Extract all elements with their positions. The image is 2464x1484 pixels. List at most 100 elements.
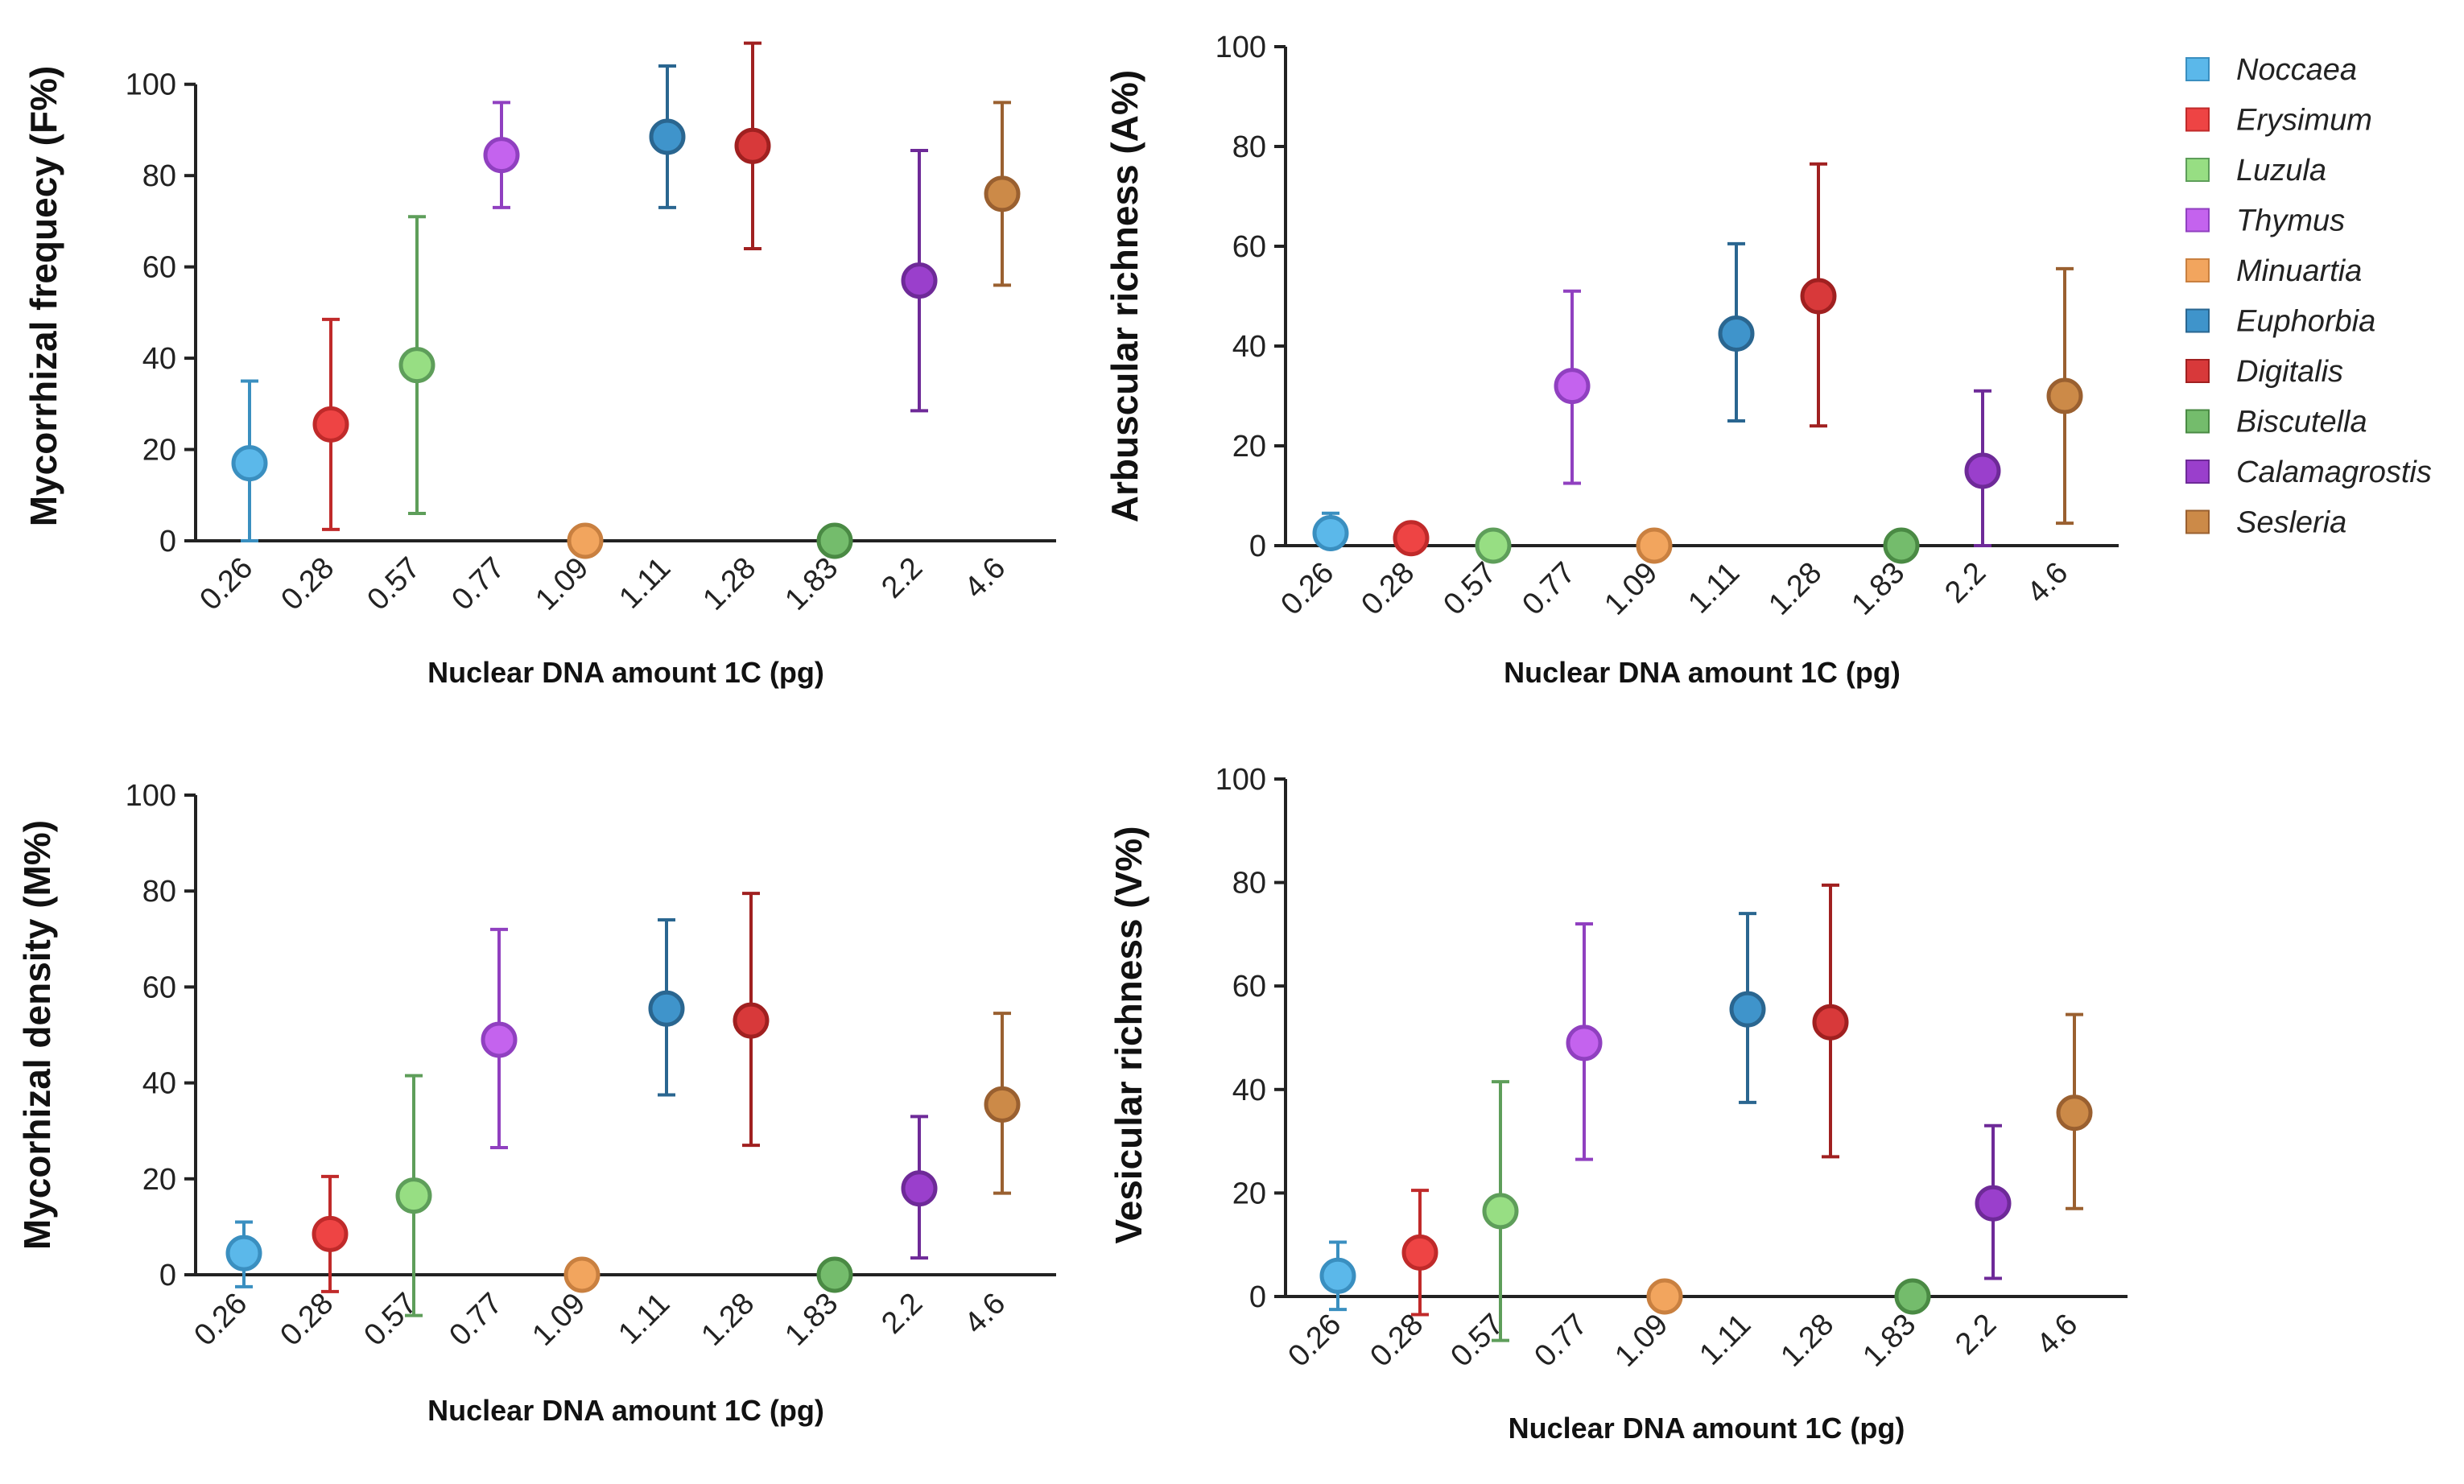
data-point-digitalis	[1800, 278, 1837, 315]
data-point-biscutella	[816, 522, 853, 559]
y-tick-label: 80	[1232, 130, 1266, 164]
legend-swatch	[2185, 258, 2210, 282]
x-tick-label: 4.6	[958, 1287, 1012, 1341]
x-tick-label: 1.09	[1608, 1308, 1674, 1374]
x-tick-label: 1.28	[1762, 556, 1828, 622]
y-tick-label: 60	[1232, 230, 1266, 264]
x-tick-label: 0.28	[274, 1287, 340, 1353]
x-tick-label: 4.6	[2020, 556, 2074, 610]
x-tick-label: 0.77	[443, 1287, 509, 1353]
data-point-minuartia	[567, 522, 604, 559]
y-axis-title: Arbuscular richness (A%)	[1104, 70, 1145, 522]
x-tick-label: 2.2	[1949, 1308, 2003, 1362]
data-point-luzula	[395, 1177, 432, 1214]
data-point-biscutella	[816, 1256, 853, 1293]
y-tick-label: 60	[1232, 970, 1266, 1004]
y-tick-label: 0	[1249, 1280, 1266, 1314]
legend-label: Biscutella	[2236, 406, 2367, 439]
x-tick-label: 1.09	[1598, 556, 1664, 622]
x-tick-label: 0.57	[361, 551, 427, 617]
y-tick-label: 80	[142, 875, 176, 909]
x-tick-label: 0.28	[1355, 556, 1421, 622]
y-tick-label: 0	[1249, 530, 1266, 563]
data-point-sesleria	[984, 175, 1021, 212]
data-point-digitalis	[733, 1002, 770, 1039]
legend-swatch	[2185, 308, 2210, 333]
data-point-noccaea	[225, 1235, 262, 1272]
data-point-euphorbia	[1729, 991, 1766, 1028]
x-tick-label: 1.28	[1774, 1308, 1840, 1374]
y-tick-label: 100	[126, 68, 176, 102]
data-point-calamagrostis	[901, 262, 938, 299]
legend-swatch	[2185, 359, 2210, 383]
legend-swatch	[2185, 107, 2210, 132]
data-point-erysimum	[312, 1215, 349, 1252]
y-tick-label: 20	[142, 434, 176, 468]
legend-label: Thymus	[2236, 204, 2345, 238]
legend-item-noccaea: Noccaea	[2185, 53, 2357, 87]
legend-label: Euphorbia	[2236, 305, 2375, 339]
data-point-erysimum	[1393, 520, 1430, 557]
x-tick-label: 2.2	[875, 551, 929, 605]
data-point-luzula	[1475, 527, 1512, 564]
legend: Noccaea Erysimum Luzula Thymus Minuartia Euph…	[2185, 53, 2432, 540]
x-axis-title: Nuclear DNA amount 1C (pg)	[427, 1394, 824, 1427]
y-axis-title: Mycorhizal density (M%)	[16, 820, 58, 1250]
x-axis-title: Nuclear DNA amount 1C (pg)	[1509, 1412, 1905, 1445]
x-tick-label: 0.26	[1274, 556, 1340, 622]
y-tick-label: 100	[1215, 31, 1266, 64]
x-tick-label: 0.77	[1528, 1308, 1594, 1374]
x-tick-label: 2.2	[1938, 556, 1992, 610]
y-tick-label: 80	[1232, 867, 1266, 901]
chart-panel-top-left: 0 20 40 60 80 100 0.26 0.28 0.57 0.77 1.09 1.11 1.28…	[23, 41, 1056, 689]
legend-item-calamagrostis: Calamagrostis	[2185, 456, 2432, 489]
legend-item-minuartia: Minuartia	[2185, 254, 2362, 288]
y-tick-label: 20	[1232, 1177, 1266, 1210]
data-point-digitalis	[734, 127, 771, 164]
data-point-luzula	[1482, 1193, 1519, 1230]
data-point-calamagrostis	[901, 1170, 938, 1207]
x-tick-label: 1.11	[1693, 1308, 1757, 1372]
x-tick-label: 1.83	[778, 551, 844, 617]
x-axis-title: Nuclear DNA amount 1C (pg)	[427, 656, 824, 689]
y-tick-label: 100	[1215, 763, 1266, 797]
x-tick-label: 0.77	[445, 551, 511, 617]
x-tick-label: 0.28	[274, 551, 341, 617]
x-tick-label: 1.83	[1845, 556, 1911, 622]
data-point-erysimum	[312, 406, 349, 443]
y-tick-label: 20	[1232, 430, 1266, 464]
x-tick-label: 0.28	[1364, 1308, 1430, 1374]
legend-item-erysimum: Erysimum	[2185, 104, 2372, 138]
chart-panel-top-right: 0 20 40 60 80 100 0.26 0.28 0.57 0.77 1.09 1.11 1.28…	[1104, 31, 2119, 689]
data-point-thymus	[1554, 368, 1591, 405]
data-point-noccaea	[231, 445, 268, 482]
legend-label: Noccaea	[2236, 53, 2357, 87]
x-tick-label: 2.2	[875, 1287, 929, 1341]
x-tick-label: 1.28	[695, 1287, 761, 1353]
y-axis-title: Mycorrhizal frequecy (F%)	[23, 66, 64, 527]
data-point-sesleria	[984, 1086, 1021, 1123]
y-tick-label: 80	[142, 159, 176, 193]
data-point-erysimum	[1401, 1234, 1438, 1271]
legend-swatch	[2185, 409, 2210, 434]
y-tick-label: 60	[142, 971, 176, 1004]
legend-label: Sesleria	[2236, 506, 2346, 540]
legend-label: Minuartia	[2236, 254, 2362, 288]
x-tick-label: 1.11	[1682, 556, 1746, 620]
y-tick-label: 40	[142, 1067, 176, 1101]
data-point-calamagrostis	[1964, 452, 2001, 489]
legend-swatch	[2185, 208, 2210, 233]
x-tick-label: 1.11	[612, 1287, 676, 1351]
data-point-noccaea	[1319, 1257, 1356, 1294]
data-point-euphorbia	[1718, 315, 1755, 352]
y-tick-label: 100	[126, 779, 176, 813]
data-point-calamagrostis	[1975, 1185, 2012, 1222]
data-point-luzula	[398, 347, 435, 384]
x-axis-title: Nuclear DNA amount 1C (pg)	[1504, 656, 1901, 689]
legend-label: Calamagrostis	[2236, 456, 2432, 489]
x-tick-label: 0.77	[1516, 556, 1582, 622]
legend-item-biscutella: Biscutella	[2185, 406, 2367, 439]
legend-item-digitalis: Digitalis	[2185, 355, 2343, 389]
